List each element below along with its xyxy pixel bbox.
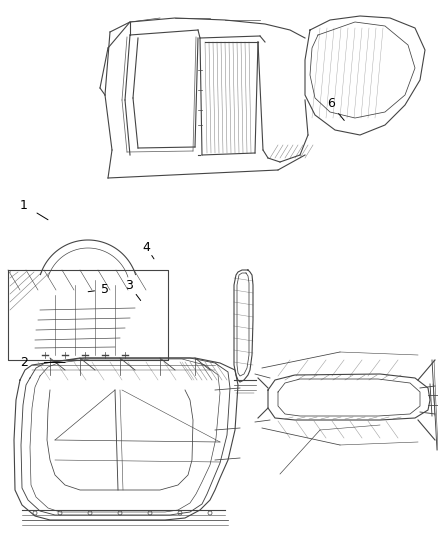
Text: 1: 1 [20,199,28,212]
Text: 5: 5 [101,283,109,296]
Text: 4: 4 [143,241,151,254]
Text: 3: 3 [125,279,133,292]
Text: 6: 6 [327,98,335,110]
Text: 2: 2 [20,356,28,369]
